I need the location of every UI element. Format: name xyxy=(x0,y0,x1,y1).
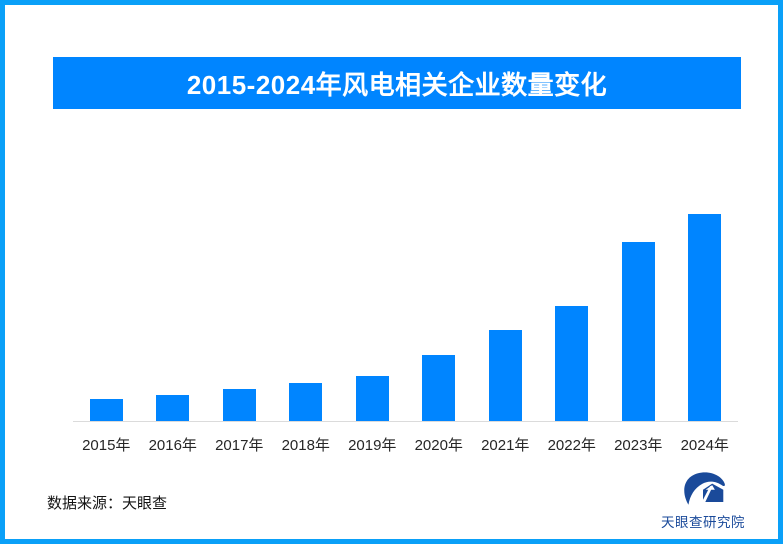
bar-2024年 xyxy=(688,213,722,421)
x-axis-line xyxy=(73,421,738,422)
bar-column xyxy=(406,205,473,421)
bar-series xyxy=(73,205,738,421)
x-tick-label: 2022年 xyxy=(547,437,596,454)
x-tick-label: 2019年 xyxy=(348,437,397,454)
source-note: 数据来源：天眼查 xyxy=(47,495,168,512)
x-tick-label: 2015年 xyxy=(82,437,131,454)
bar-column xyxy=(472,205,539,421)
x-tick-label: 2021年 xyxy=(481,437,530,454)
bar-2015年 xyxy=(89,399,123,421)
chart-title: 2015-2024年风电相关企业数量变化 xyxy=(186,69,608,100)
bar-2023年 xyxy=(621,241,655,421)
bar-2022年 xyxy=(555,305,589,421)
bar-2020年 xyxy=(422,355,456,421)
bar-column xyxy=(273,205,340,421)
bar-2017年 xyxy=(222,388,256,421)
bar-column xyxy=(339,205,406,421)
bar-2018年 xyxy=(289,383,323,421)
logo-text: 天眼查研究院 xyxy=(661,515,745,530)
x-tick-label: 2017年 xyxy=(215,437,264,454)
bar-2016年 xyxy=(156,394,190,421)
bar-column xyxy=(73,205,140,421)
bar-column xyxy=(140,205,207,421)
tianyancha-logo: 天眼查研究院 xyxy=(653,471,753,531)
x-tick-label: 2023年 xyxy=(614,437,663,454)
tianyancha-eye-logo-icon xyxy=(684,472,725,505)
bar-column xyxy=(672,205,739,421)
x-axis-labels: 2015年 2016年 2017年 2018年 2019年 2020年 2021年 2022年… xyxy=(73,434,738,455)
bar-2019年 xyxy=(355,376,389,421)
bar-column xyxy=(605,205,672,421)
bar-column xyxy=(539,205,606,421)
bar-2021年 xyxy=(488,330,522,421)
x-tick-label: 2020年 xyxy=(414,437,463,454)
x-tick-label: 2016年 xyxy=(148,437,197,454)
x-tick-label: 2018年 xyxy=(281,437,330,454)
title-banner: 2015-2024年风电相关企业数量变化 xyxy=(53,57,741,109)
x-tick-label: 2024年 xyxy=(680,437,729,454)
bar-column xyxy=(206,205,273,421)
page-background: 2015-2024年风电相关企业数量变化 2015年 2016年 2017年 2018… xyxy=(5,5,778,539)
